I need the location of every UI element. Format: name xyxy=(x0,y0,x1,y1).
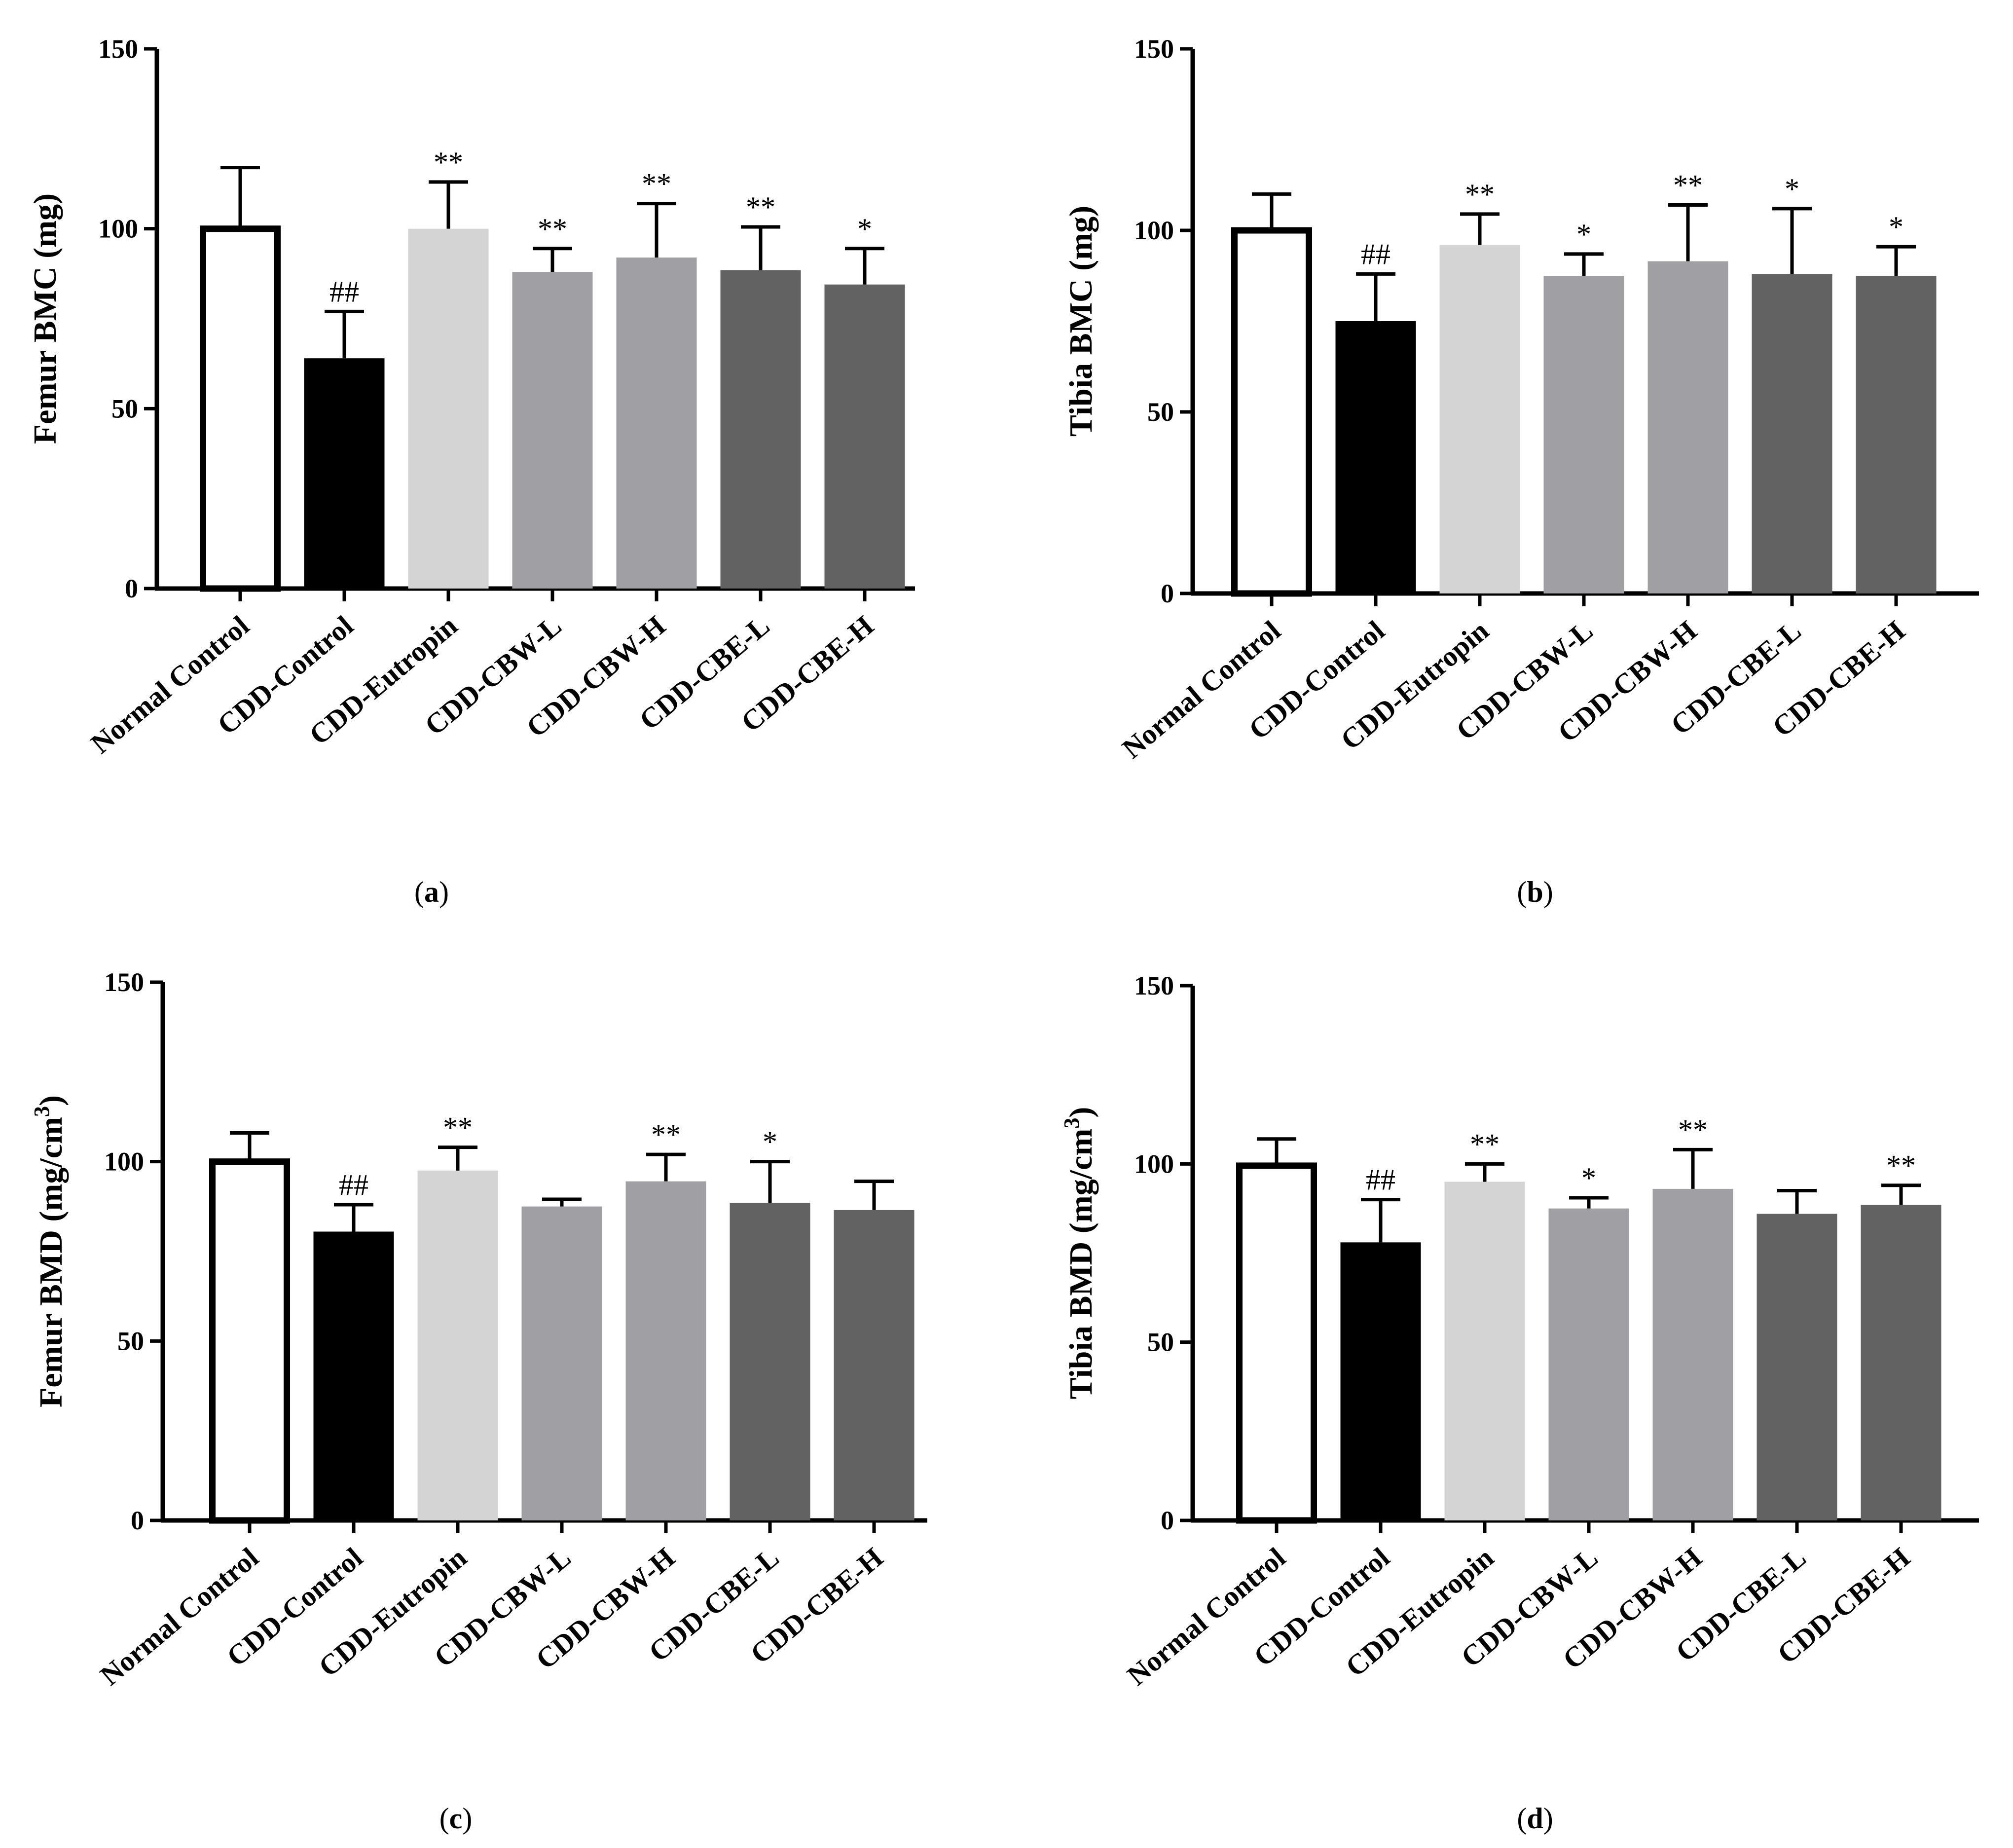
panel-caption-close: ) xyxy=(1543,1802,1553,1835)
y-axis-title: Tibia BMC (mg) xyxy=(1063,206,1099,437)
panel-caption-close: ) xyxy=(439,876,449,908)
significance-label-5: ** xyxy=(1678,1113,1708,1146)
y-tick-label: 0 xyxy=(131,1506,144,1535)
bar-4 xyxy=(512,272,593,589)
y-axis-title-superscript: 3 xyxy=(30,1106,54,1117)
y-tick-label: 150 xyxy=(98,34,138,64)
y-tick-label: 50 xyxy=(1147,397,1174,427)
y-axis-title-end: ) xyxy=(33,1095,69,1106)
bar-1 xyxy=(203,229,278,589)
panel-caption-letter: c xyxy=(449,1802,463,1835)
significance-label-2: ## xyxy=(329,275,359,308)
bar-7 xyxy=(834,1210,915,1520)
significance-label-6: * xyxy=(763,1126,777,1158)
significance-label-6: * xyxy=(1785,173,1799,205)
bar-3 xyxy=(1440,245,1520,593)
panel-caption-close: ) xyxy=(462,1802,472,1835)
panel-caption: (a) xyxy=(414,876,449,908)
y-tick-label: 150 xyxy=(104,967,144,997)
y-axis-title-end: ) xyxy=(1063,1107,1099,1118)
y-tick-label: 50 xyxy=(111,394,138,423)
panel-caption-open: ( xyxy=(439,1802,449,1835)
bar-1 xyxy=(1235,230,1309,593)
bar-7 xyxy=(1861,1205,1941,1520)
bar-5 xyxy=(1653,1189,1733,1520)
significance-label-7: * xyxy=(857,213,872,245)
bar-1 xyxy=(213,1162,287,1520)
bar-6 xyxy=(1752,274,1832,593)
bar-2 xyxy=(304,358,385,589)
significance-label-4: * xyxy=(1581,1162,1596,1194)
bar-5 xyxy=(617,258,697,589)
bar-2 xyxy=(1341,1242,1421,1520)
significance-label-5: ** xyxy=(651,1118,681,1151)
bar-3 xyxy=(1445,1182,1525,1520)
bar-1 xyxy=(1240,1166,1314,1520)
panel-caption-open: ( xyxy=(414,876,424,908)
y-axis-title-text: Tibia BMC (mg) xyxy=(1063,206,1099,437)
significance-label-4: ** xyxy=(538,213,567,245)
significance-label-7: ** xyxy=(1886,1149,1916,1182)
bar-2 xyxy=(1336,321,1416,593)
bar-4 xyxy=(1549,1209,1629,1520)
bar-6 xyxy=(730,1203,810,1520)
y-tick-label: 50 xyxy=(117,1326,144,1356)
panel-caption-letter: b xyxy=(1527,876,1543,908)
y-tick-label: 100 xyxy=(104,1147,144,1177)
significance-label-5: ** xyxy=(1673,169,1703,201)
panel-caption-close: ) xyxy=(1543,876,1553,908)
significance-label-2: ## xyxy=(339,1169,368,1201)
figure-canvas: 050100150Femur BMC (mg)Normal Control##C… xyxy=(0,0,2013,1848)
y-axis-title: Tibia BMD (mg/cm3) xyxy=(1060,1107,1099,1400)
panel-caption: (c) xyxy=(439,1802,473,1835)
panel-caption: (d) xyxy=(1517,1802,1553,1835)
bar-5 xyxy=(626,1182,706,1520)
bar-4 xyxy=(522,1207,602,1520)
y-tick-label: 0 xyxy=(1161,579,1174,608)
bar-6 xyxy=(721,270,801,589)
significance-label-3: ** xyxy=(1465,178,1495,211)
y-tick-label: 0 xyxy=(1161,1506,1174,1535)
bar-3 xyxy=(418,1171,498,1520)
panel-caption-open: ( xyxy=(1517,1802,1527,1835)
bar-6 xyxy=(1757,1214,1837,1520)
significance-label-3: ** xyxy=(1470,1128,1500,1160)
y-axis-title: Femur BMC (mg) xyxy=(27,193,63,444)
significance-label-4: * xyxy=(1576,218,1591,251)
significance-label-6: ** xyxy=(746,191,775,223)
significance-label-3: ** xyxy=(443,1111,473,1144)
y-tick-label: 50 xyxy=(1147,1328,1174,1357)
y-tick-label: 0 xyxy=(125,574,138,603)
y-tick-label: 100 xyxy=(98,214,138,244)
y-axis-title: Femur BMD (mg/cm3) xyxy=(30,1095,69,1407)
bar-7 xyxy=(1856,276,1937,593)
bar-2 xyxy=(314,1231,394,1520)
bar-5 xyxy=(1648,261,1728,593)
panel-caption: (b) xyxy=(1517,876,1553,908)
y-axis-title-text: Femur BMC (mg) xyxy=(27,193,63,444)
bar-3 xyxy=(408,229,489,589)
significance-label-5: ** xyxy=(642,168,671,200)
y-tick-label: 150 xyxy=(1134,971,1174,1000)
panel-caption-letter: d xyxy=(1527,1802,1543,1835)
y-tick-label: 100 xyxy=(1134,216,1174,245)
y-tick-label: 150 xyxy=(1134,34,1174,64)
significance-label-3: ** xyxy=(434,146,463,179)
y-axis-title-superscript: 3 xyxy=(1060,1118,1084,1129)
y-axis-title-text: Femur BMD (mg/cm xyxy=(33,1117,69,1407)
bar-7 xyxy=(825,285,905,589)
y-tick-label: 100 xyxy=(1134,1149,1174,1179)
significance-label-2: ## xyxy=(1366,1164,1395,1196)
significance-label-7: * xyxy=(1889,211,1903,243)
significance-label-2: ## xyxy=(1361,238,1391,270)
panel-caption-open: ( xyxy=(1517,876,1527,908)
panel-caption-letter: a xyxy=(424,876,439,908)
bar-4 xyxy=(1544,276,1624,593)
y-axis-title-text: Tibia BMD (mg/cm xyxy=(1063,1129,1099,1400)
